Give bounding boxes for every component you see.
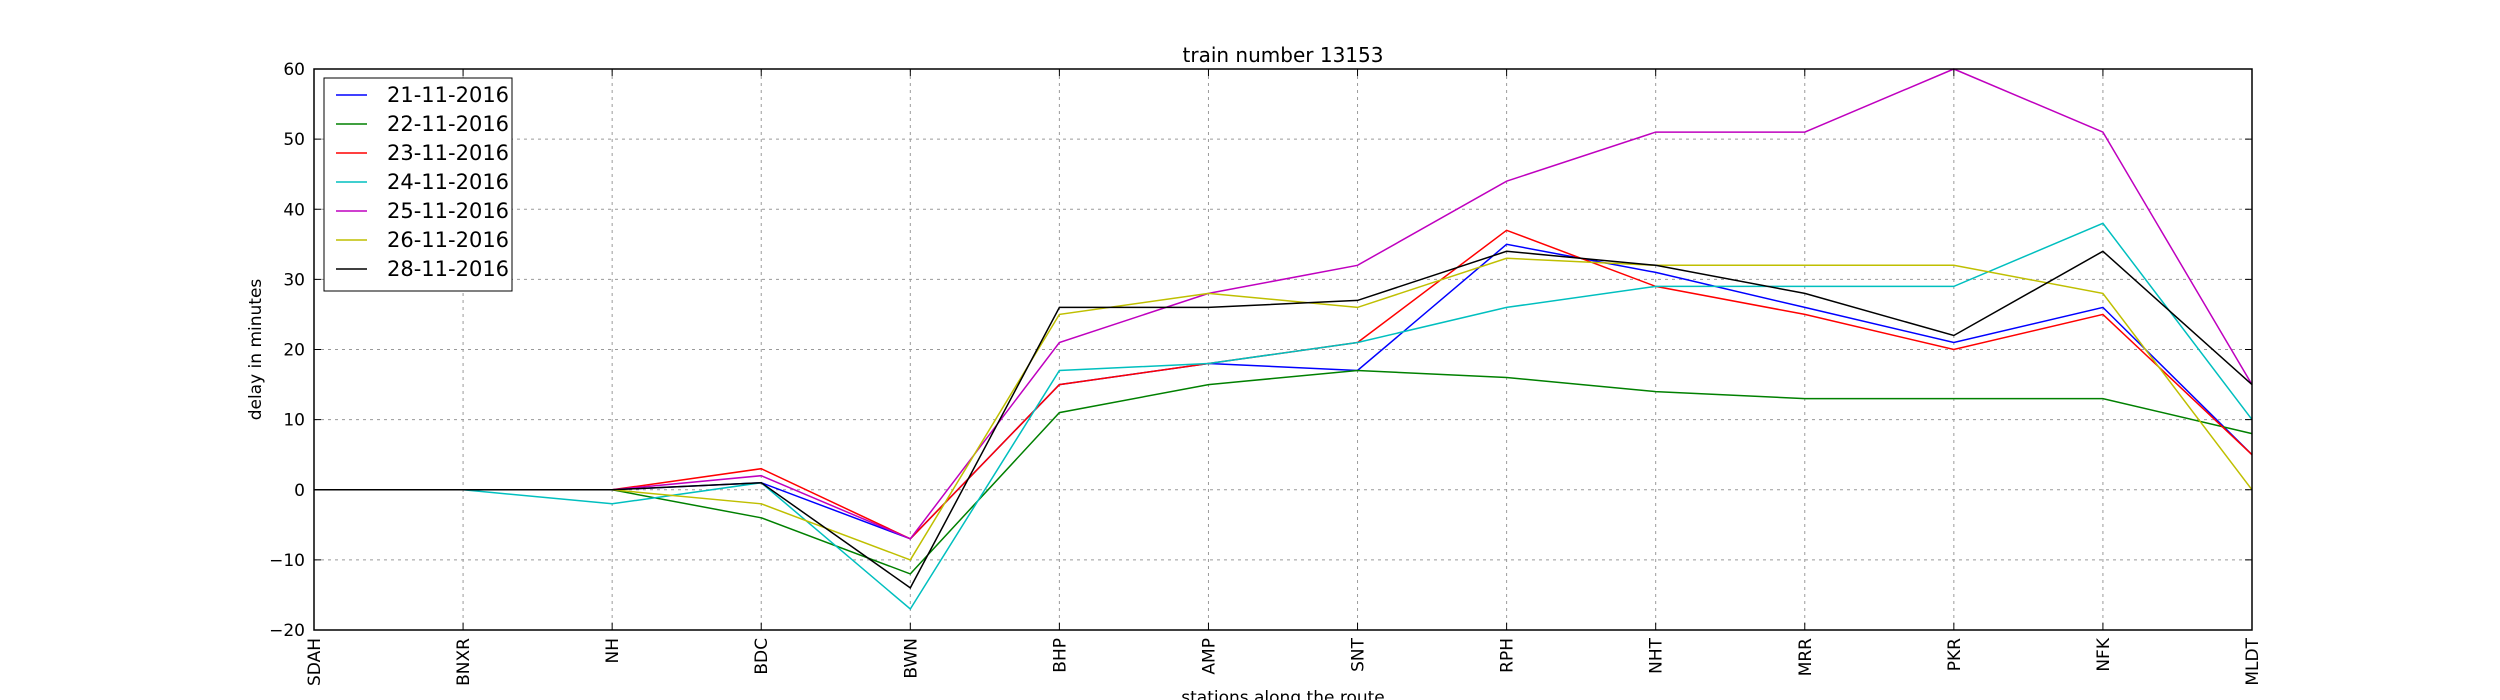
x-tick-label: MRR	[1796, 638, 1816, 676]
x-tick-label: BNXR	[454, 638, 474, 686]
y-tick-label: 50	[283, 130, 305, 150]
x-tick-label: SNT	[1349, 637, 1369, 672]
y-tick-label: 0	[294, 481, 305, 501]
y-tick-label: 30	[283, 270, 305, 290]
x-tick-label: SDAH	[305, 638, 325, 686]
x-tick-label: MLDT	[2243, 637, 2263, 685]
y-tick-label: 40	[283, 200, 305, 220]
y-tick-label: −20	[269, 621, 305, 641]
grid	[313, 68, 2253, 631]
series-line-24-11-2016	[314, 222, 2253, 611]
legend-label: 26-11-2016	[387, 228, 509, 252]
x-tick-label: NH	[603, 638, 623, 664]
legend-label: 24-11-2016	[387, 170, 509, 194]
x-tick-label: NFK	[2094, 637, 2114, 671]
y-tick-label: 60	[283, 60, 305, 80]
x-tick-label: BHP	[1050, 638, 1070, 673]
x-axis-label: stations along the route	[1181, 688, 1385, 700]
y-tick-label: 10	[283, 411, 305, 431]
x-tick-label: BDC	[752, 638, 772, 675]
y-tick-label: −10	[269, 551, 305, 571]
legend-label: 28-11-2016	[387, 257, 509, 281]
x-tick-label: NHT	[1647, 637, 1667, 674]
legend-label: 25-11-2016	[387, 199, 509, 223]
x-tick-label: BWN	[901, 638, 921, 679]
chart-title: train number 13153	[1183, 43, 1384, 67]
x-tick-label: AMP	[1199, 638, 1219, 675]
x-ticks: SDAH BNXR NH BDC BWN BHP AMP SNT RPH NHT MRR PKR NFK…	[305, 69, 2263, 686]
legend-label: 23-11-2016	[387, 141, 509, 165]
series-lines	[314, 68, 2253, 611]
x-tick-label: RPH	[1498, 638, 1518, 673]
legend: 21-11-2016 22-11-2016 23-11-2016 24-11-2016…	[323, 77, 513, 292]
series-line-26-11-2016	[314, 257, 2253, 561]
y-ticks: −20 −10 0 10 20 30 40 50 60	[269, 60, 2252, 641]
series-line-25-11-2016	[314, 68, 2253, 540]
series-line-22-11-2016	[314, 369, 2253, 575]
y-tick-label: 20	[283, 341, 305, 361]
legend-box	[323, 77, 513, 292]
y-axis-label: delay in minutes	[246, 279, 266, 421]
series-line-28-11-2016	[314, 250, 2253, 590]
legend-label: 21-11-2016	[387, 83, 509, 107]
x-tick-label: PKR	[1945, 638, 1965, 671]
legend-label: 22-11-2016	[387, 112, 509, 136]
